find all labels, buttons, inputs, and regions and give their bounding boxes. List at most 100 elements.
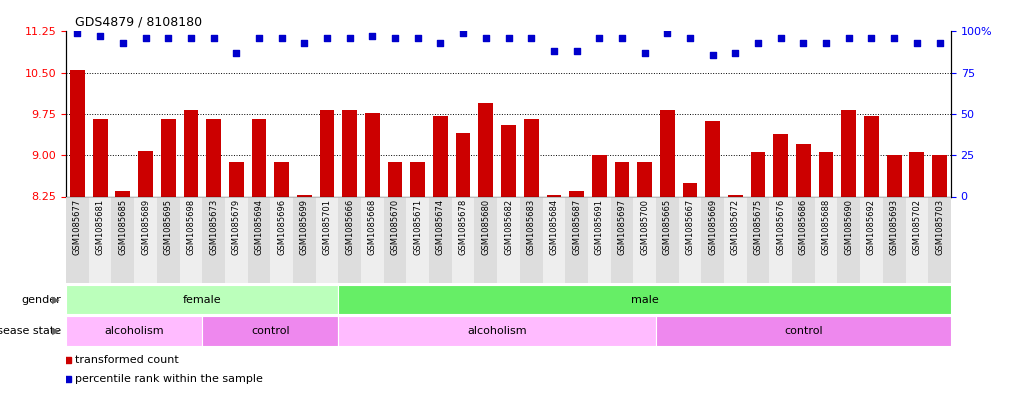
Text: GSM1085682: GSM1085682 bbox=[504, 199, 513, 255]
Text: GSM1085695: GSM1085695 bbox=[164, 199, 173, 255]
Point bbox=[115, 40, 131, 46]
Bar bbox=[275, 162, 289, 196]
Point bbox=[92, 33, 108, 40]
Text: GSM1085671: GSM1085671 bbox=[413, 199, 422, 255]
Bar bbox=[225, 196, 247, 283]
Text: alcoholism: alcoholism bbox=[468, 326, 527, 336]
Point bbox=[296, 40, 312, 46]
Bar bbox=[365, 113, 379, 196]
Point bbox=[909, 40, 925, 46]
Bar bbox=[361, 196, 383, 283]
Text: GSM1085674: GSM1085674 bbox=[436, 199, 445, 255]
Bar bbox=[293, 196, 315, 283]
Text: GSM1085678: GSM1085678 bbox=[459, 199, 468, 255]
Point bbox=[614, 35, 631, 41]
Bar bbox=[724, 196, 746, 283]
Bar bbox=[841, 110, 856, 196]
Text: GSM1085681: GSM1085681 bbox=[96, 199, 105, 255]
Bar bbox=[501, 125, 516, 196]
Bar bbox=[180, 196, 202, 283]
Bar bbox=[407, 196, 429, 283]
Bar bbox=[909, 152, 924, 196]
Text: GSM1085666: GSM1085666 bbox=[345, 199, 354, 255]
Point bbox=[523, 35, 539, 41]
Text: GSM1085665: GSM1085665 bbox=[663, 199, 672, 255]
Point bbox=[160, 35, 176, 41]
Bar bbox=[905, 196, 929, 283]
Bar bbox=[819, 152, 834, 196]
Bar bbox=[229, 162, 244, 196]
Bar bbox=[202, 196, 225, 283]
Text: percentile rank within the sample: percentile rank within the sample bbox=[75, 374, 262, 384]
Bar bbox=[247, 196, 271, 283]
Bar bbox=[112, 196, 134, 283]
Bar bbox=[570, 191, 584, 196]
Text: GSM1085692: GSM1085692 bbox=[866, 199, 876, 255]
Text: gender: gender bbox=[21, 295, 61, 305]
Bar bbox=[138, 151, 153, 196]
Text: GSM1085689: GSM1085689 bbox=[141, 199, 151, 255]
Bar bbox=[497, 196, 520, 283]
Bar bbox=[751, 152, 766, 196]
Bar bbox=[682, 183, 698, 196]
Text: GDS4879 / 8108180: GDS4879 / 8108180 bbox=[75, 16, 202, 29]
Bar bbox=[860, 196, 883, 283]
Bar bbox=[339, 196, 361, 283]
Point bbox=[681, 35, 698, 41]
Text: GSM1085702: GSM1085702 bbox=[912, 199, 921, 255]
Text: GSM1085690: GSM1085690 bbox=[844, 199, 853, 255]
Bar bbox=[702, 196, 724, 283]
Bar bbox=[66, 196, 88, 283]
Text: GSM1085703: GSM1085703 bbox=[935, 199, 944, 255]
Bar bbox=[297, 195, 311, 196]
Bar bbox=[134, 196, 157, 283]
Bar bbox=[88, 196, 112, 283]
Text: GSM1085672: GSM1085672 bbox=[731, 199, 740, 255]
Point bbox=[841, 35, 857, 41]
Text: ▶: ▶ bbox=[50, 326, 60, 336]
Point bbox=[727, 50, 743, 56]
Text: transformed count: transformed count bbox=[75, 354, 179, 365]
Bar bbox=[883, 196, 905, 283]
Text: GSM1085679: GSM1085679 bbox=[232, 199, 241, 255]
Bar bbox=[456, 133, 471, 196]
Bar bbox=[157, 196, 180, 283]
Point bbox=[228, 50, 244, 56]
Text: female: female bbox=[183, 295, 222, 305]
Bar bbox=[864, 116, 879, 196]
Text: ▶: ▶ bbox=[50, 295, 60, 305]
Bar bbox=[634, 196, 656, 283]
Bar bbox=[656, 316, 951, 346]
Bar bbox=[524, 119, 539, 196]
Point bbox=[251, 35, 267, 41]
Bar bbox=[678, 196, 702, 283]
Text: alcoholism: alcoholism bbox=[105, 326, 164, 336]
Bar bbox=[638, 162, 652, 196]
Point bbox=[659, 30, 675, 36]
Bar bbox=[592, 155, 606, 196]
Bar bbox=[792, 196, 815, 283]
Point bbox=[773, 35, 789, 41]
Text: GSM1085667: GSM1085667 bbox=[685, 199, 695, 255]
Bar bbox=[475, 196, 497, 283]
Text: GSM1085700: GSM1085700 bbox=[640, 199, 649, 255]
Point bbox=[69, 30, 85, 36]
Bar bbox=[610, 196, 634, 283]
Bar bbox=[478, 103, 493, 196]
Bar bbox=[411, 162, 425, 196]
Bar bbox=[343, 110, 357, 196]
Bar bbox=[429, 196, 452, 283]
Bar bbox=[770, 196, 792, 283]
Text: GSM1085684: GSM1085684 bbox=[549, 199, 558, 255]
Bar bbox=[565, 196, 588, 283]
Point bbox=[886, 35, 902, 41]
Bar bbox=[660, 110, 674, 196]
Text: GSM1085680: GSM1085680 bbox=[481, 199, 490, 255]
Text: GSM1085676: GSM1085676 bbox=[776, 199, 785, 255]
Text: GSM1085688: GSM1085688 bbox=[822, 199, 831, 255]
Point bbox=[500, 35, 517, 41]
Bar bbox=[319, 110, 335, 196]
Point bbox=[410, 35, 426, 41]
Point bbox=[274, 35, 290, 41]
Point bbox=[863, 35, 880, 41]
